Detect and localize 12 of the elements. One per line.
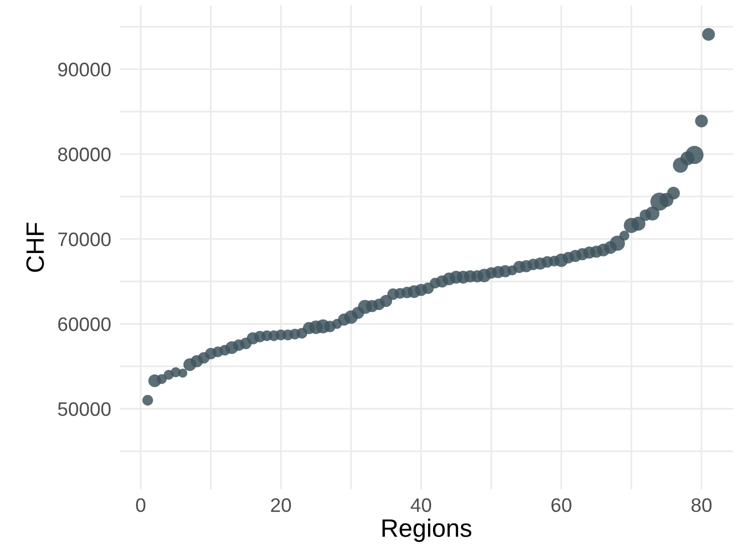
- x-tick-label: 80: [692, 498, 712, 512]
- y-tick-label: 50000: [58, 402, 111, 416]
- x-tick-label: 40: [410, 498, 432, 512]
- x-tick-label: 0: [136, 498, 146, 512]
- y-tick-label: 70000: [58, 232, 111, 246]
- y-tick-label: 60000: [58, 317, 111, 332]
- x-axis-title: Regions: [382, 518, 472, 542]
- x-tick-label: 20: [271, 498, 291, 512]
- x-tick-label: 60: [551, 498, 572, 512]
- y-tick-label: 80000: [58, 148, 111, 162]
- y-axis-title: CHF: [26, 222, 44, 272]
- y-tick-label: 90000: [58, 62, 111, 76]
